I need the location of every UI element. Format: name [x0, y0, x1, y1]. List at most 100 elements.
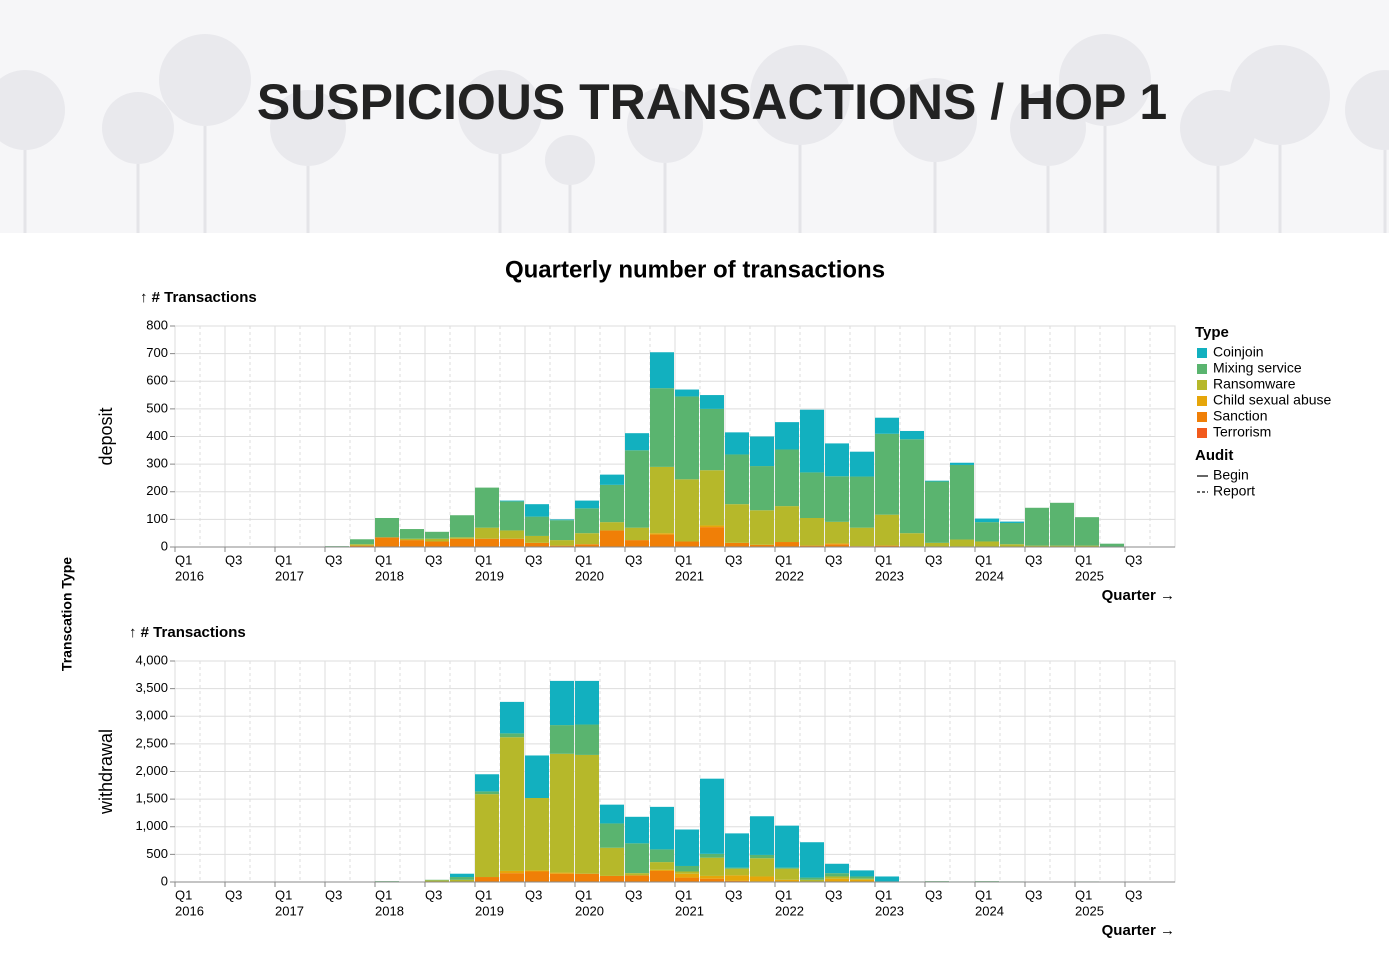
bar-segment — [625, 528, 649, 540]
bar-segment — [750, 816, 774, 855]
bar-segment — [425, 539, 449, 542]
legend-label: Sanction — [1213, 408, 1267, 424]
bar-segment — [600, 805, 624, 824]
x-tick-label: Q3 — [325, 887, 342, 902]
y-tick-label: 800 — [146, 317, 168, 332]
bar-segment — [775, 542, 799, 547]
bar-segment — [750, 466, 774, 510]
bar-segment — [500, 873, 524, 882]
x-tick-label: Q3 — [625, 552, 642, 567]
bar-segment — [800, 410, 824, 473]
x-tick-label: Q3 — [225, 887, 242, 902]
bar-segment — [425, 541, 449, 547]
bar-segment — [400, 539, 424, 540]
bar-segment — [550, 725, 574, 754]
bar-segment — [850, 879, 874, 880]
bar-segment — [775, 869, 799, 880]
bar-segment — [575, 533, 599, 544]
bar-segment — [925, 481, 949, 482]
bar-segment — [1075, 517, 1099, 545]
bar-segment — [625, 817, 649, 844]
bar-segment — [700, 854, 724, 858]
x-tick-label: 2017 — [275, 568, 304, 583]
bar-segment — [925, 482, 949, 543]
x-tick-label: Q1 — [475, 552, 492, 567]
bar-segment — [850, 870, 874, 876]
legend-title: Type — [1195, 324, 1229, 341]
y-tick-label: 500 — [146, 400, 168, 415]
bar-segment — [750, 510, 774, 545]
bar-segment — [900, 533, 924, 547]
x-tick-label: Q3 — [925, 552, 942, 567]
bar-segment — [625, 843, 649, 873]
bar-segment — [1000, 523, 1024, 544]
bar-segment — [650, 849, 674, 862]
bar-segment — [675, 479, 699, 541]
x-tick-label: 2023 — [875, 568, 904, 583]
x-tick-label: Q1 — [475, 887, 492, 902]
bar-segment — [525, 755, 549, 798]
x-tick-label: 2021 — [675, 568, 704, 583]
bar-segment — [850, 452, 874, 477]
y-tick-label: 700 — [146, 345, 168, 360]
y-tick-label: 1,500 — [135, 791, 168, 806]
bar-segment — [600, 475, 624, 485]
bar-segment — [675, 396, 699, 479]
x-tick-label: Q1 — [175, 887, 192, 902]
x-tick-label: 2017 — [275, 903, 304, 918]
y-tick-label: 3,000 — [135, 708, 168, 723]
bar-segment — [750, 876, 774, 881]
bar-segment — [725, 432, 749, 454]
bar-segment — [550, 873, 574, 874]
bar-segment — [675, 541, 699, 547]
x-tick-label: Q1 — [275, 552, 292, 567]
bar-segment — [700, 779, 724, 854]
bar-segment — [1000, 522, 1024, 523]
x-tick-label: Q1 — [275, 887, 292, 902]
bar-segment — [450, 539, 474, 547]
bar-segment — [500, 501, 524, 502]
x-tick-label: Q1 — [775, 887, 792, 902]
bar-segment — [725, 833, 749, 867]
bar-segment — [825, 873, 849, 876]
x-tick-label: Q3 — [1125, 552, 1142, 567]
bar-segment — [800, 518, 824, 546]
bar-segment — [625, 450, 649, 527]
x-tick-label: Q3 — [725, 887, 742, 902]
bar-segment — [750, 858, 774, 876]
bar-segment — [725, 875, 749, 881]
x-tick-label: Q1 — [775, 552, 792, 567]
x-tick-label: Q3 — [625, 887, 642, 902]
bar-segment — [900, 439, 924, 533]
bar-segment — [500, 733, 524, 737]
bar-segment — [600, 522, 624, 530]
legend-label: Terrorism — [1213, 424, 1271, 440]
bar-segment — [650, 388, 674, 467]
bar-segment — [625, 540, 649, 547]
legend-label: Mixing service — [1213, 360, 1302, 376]
bar-segment — [775, 506, 799, 542]
bar-segment — [475, 528, 499, 539]
y-tick-label: 0 — [161, 873, 168, 888]
bar-segment — [950, 540, 974, 547]
x-tick-label: Q1 — [975, 552, 992, 567]
bar-segment — [950, 465, 974, 540]
bar-segment — [700, 409, 724, 470]
bar-segment — [775, 422, 799, 449]
bar-segment — [725, 868, 749, 869]
bar-segment — [475, 794, 499, 877]
legend-swatch — [1197, 412, 1207, 422]
audit-legend-title: Audit — [1195, 447, 1233, 464]
x-tick-label: Q1 — [1075, 887, 1092, 902]
bar-segment — [850, 477, 874, 528]
bar-segment — [575, 874, 599, 882]
bar-segment — [825, 543, 849, 544]
bar-segment — [800, 878, 824, 880]
bar-segment — [675, 830, 699, 866]
bar-segment — [450, 537, 474, 538]
bar-segment — [750, 437, 774, 467]
x-tick-label: Q1 — [375, 552, 392, 567]
x-tick-label: 2025 — [1075, 568, 1104, 583]
x-tick-label: Q3 — [825, 552, 842, 567]
